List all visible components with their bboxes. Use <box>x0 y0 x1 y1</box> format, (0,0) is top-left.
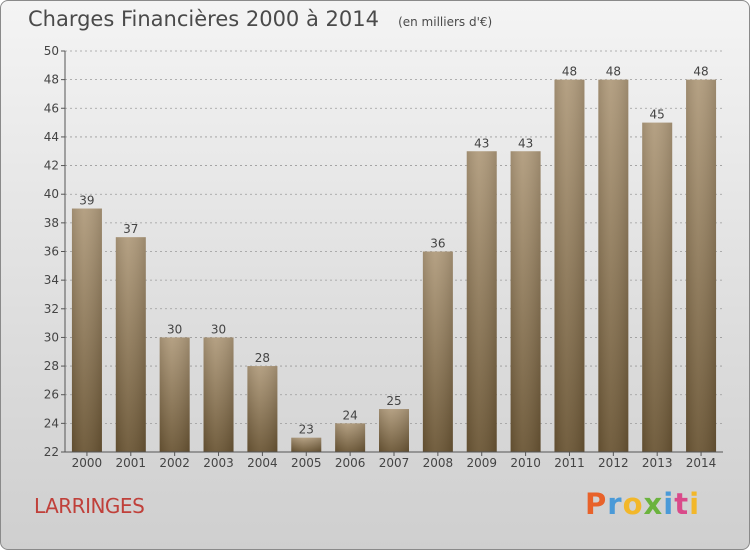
value-label: 45 <box>650 108 665 122</box>
x-tick-label: 2008 <box>423 456 454 470</box>
y-tick-label: 26 <box>44 388 59 402</box>
bar-shade <box>291 437 322 452</box>
y-tick-label: 22 <box>44 445 59 459</box>
y-tick-label: 28 <box>44 359 59 373</box>
y-tick-label: 34 <box>44 273 59 287</box>
x-tick-label: 2014 <box>686 456 717 470</box>
value-label: 24 <box>342 408 357 422</box>
y-tick-label: 38 <box>44 216 59 230</box>
x-tick-label: 2004 <box>247 456 278 470</box>
bar-shade <box>466 151 497 452</box>
value-label: 39 <box>79 194 94 208</box>
bar-shade <box>510 151 541 452</box>
y-tick-label: 50 <box>44 44 59 58</box>
x-tick-label: 2006 <box>335 456 366 470</box>
logo-letter: i <box>689 487 701 521</box>
bar-shade <box>159 337 190 452</box>
value-label: 43 <box>518 136 533 150</box>
x-tick-label: 2001 <box>116 456 147 470</box>
y-tick-label: 32 <box>44 302 59 316</box>
x-tick-label: 2007 <box>379 456 410 470</box>
value-label: 37 <box>123 222 138 236</box>
y-tick-label: 42 <box>44 159 59 173</box>
bar-shade <box>71 208 102 452</box>
bars <box>71 79 717 453</box>
y-tick-label: 36 <box>44 245 59 259</box>
x-tick-label: 2003 <box>203 456 234 470</box>
bar-shade <box>203 337 234 452</box>
commune-name: LARRINGES <box>34 494 145 518</box>
bar-shade <box>686 79 717 453</box>
bar-shade <box>379 409 409 452</box>
y-tick-label: 48 <box>44 73 59 87</box>
x-tick-label: 2000 <box>72 456 103 470</box>
value-label: 25 <box>386 394 401 408</box>
chart-title: Charges Financières 2000 à 2014 <box>28 7 379 31</box>
value-label: 36 <box>430 237 445 251</box>
bar-shade <box>642 122 673 452</box>
logo-letter: t <box>674 487 690 521</box>
value-labels: 39 37 30 30 28 23 24 25 36 43 43 48 48 45 48 <box>79 65 708 437</box>
y-tick-label: 24 <box>44 416 59 430</box>
x-tick-label: 2012 <box>598 456 629 470</box>
bar-shade <box>554 79 585 453</box>
x-tick-label: 2002 <box>159 456 190 470</box>
axes: 22 24 26 28 30 32 34 36 38 40 42 44 46 48 50 2000 2001 20… <box>44 44 723 470</box>
proxiti-logo: Proxiti <box>585 487 700 521</box>
value-label: 48 <box>606 65 621 79</box>
y-tick-label: 46 <box>44 101 59 115</box>
x-tick-label: 2005 <box>291 456 322 470</box>
value-label: 30 <box>211 322 226 336</box>
bar-shade <box>598 79 629 453</box>
logo-letter: x <box>643 487 664 521</box>
value-label: 43 <box>474 136 489 150</box>
value-label: 23 <box>299 423 314 437</box>
value-label: 28 <box>255 351 270 365</box>
logo-letter: r <box>607 487 623 521</box>
y-tick-label: 44 <box>44 130 59 144</box>
title-row: Charges Financières 2000 à 2014 (en mill… <box>28 7 492 31</box>
x-tick-label: 2011 <box>554 456 585 470</box>
value-label: 48 <box>562 65 577 79</box>
value-label: 48 <box>693 65 708 79</box>
x-tick-label: 2013 <box>642 456 673 470</box>
x-tick-label: 2009 <box>466 456 497 470</box>
chart-subtitle: (en milliers d'€) <box>398 15 493 29</box>
y-tick-label: 30 <box>44 330 59 344</box>
logo-letter: i <box>663 487 675 521</box>
bar-shade <box>335 423 366 452</box>
x-tick-label: 2010 <box>510 456 541 470</box>
y-tick-label: 40 <box>44 187 59 201</box>
bar-shade <box>247 366 278 452</box>
bar-shade <box>115 237 146 452</box>
logo-letter: P <box>585 487 608 521</box>
logo-letter: o <box>622 487 644 521</box>
bar-shade <box>422 251 453 452</box>
value-label: 30 <box>167 322 182 336</box>
